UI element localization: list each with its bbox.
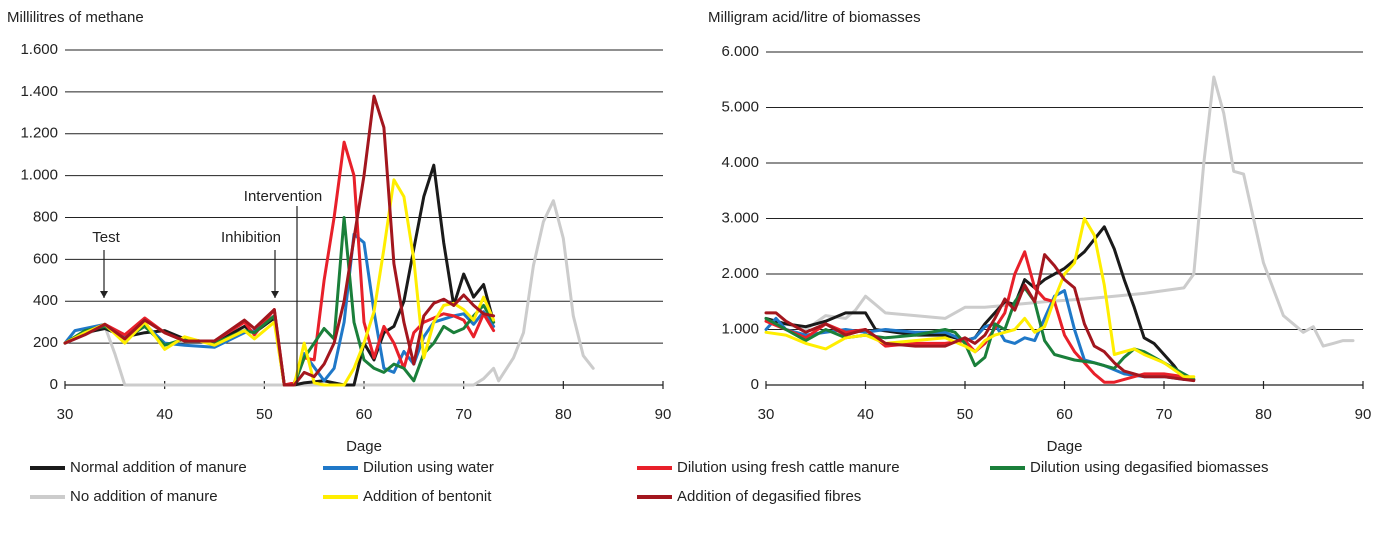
chart-title: Millilitres of methane [7,9,144,26]
x-tick-label: 60 [356,406,373,423]
legend-label: Addition of bentonit [363,488,492,505]
x-tick-label: 90 [655,406,672,423]
annotation: Test [92,229,120,246]
legend-item: Addition of bentonit [323,488,492,505]
x-tick-label: 40 [156,406,173,423]
y-tick-label: 400 [33,292,58,309]
legend-label: Dilution using degasified biomasses [1030,459,1268,476]
x-axis-label: Dage [1047,438,1083,455]
series-line [63,94,496,387]
legend-item: Dilution using fresh cattle manure [637,459,900,476]
y-tick-label: 200 [33,334,58,351]
y-tick-label: 0 [50,376,58,393]
legend-label: Normal addition of manure [70,459,247,476]
y-tick-label: 800 [33,208,58,225]
legend-label: Dilution using water [363,459,494,476]
y-tick-label: 1.000 [20,167,58,184]
y-tick-label: 1.600 [20,41,58,58]
x-tick-label: 60 [1056,406,1073,423]
legend-item: Addition of degasified fibres [637,488,861,505]
legend-label: Dilution using fresh cattle manure [677,459,900,476]
y-tick-label: 3.000 [721,209,759,226]
arrow-head [100,291,108,298]
x-tick-label: 70 [1156,406,1173,423]
x-tick-label: 40 [857,406,874,423]
x-tick-label: 30 [57,406,74,423]
x-tick-label: 50 [957,406,974,423]
x-tick-label: 80 [555,406,572,423]
series-line [764,217,1196,379]
x-tick-label: 90 [1355,406,1372,423]
x-tick-label: 30 [758,406,775,423]
arrow-head [271,291,279,298]
chart-title: Milligram acid/litre of biomasses [708,9,921,26]
y-tick-label: 1.200 [20,125,58,142]
legend-item: Normal addition of manure [30,459,247,476]
y-tick-label: 5.000 [721,98,759,115]
y-tick-label: 4.000 [721,154,759,171]
y-tick-label: 2.000 [721,265,759,282]
annotation: Intervention [244,188,322,205]
x-tick-label: 80 [1255,406,1272,423]
legend-item: Dilution using degasified biomasses [990,459,1268,476]
y-tick-label: 600 [33,250,58,267]
series-line [63,216,496,387]
y-tick-label: 0 [751,376,759,393]
series-line [764,225,1186,381]
x-tick-label: 70 [455,406,472,423]
legend-label: No addition of manure [70,488,218,505]
legend-label: Addition of degasified fibres [677,488,861,505]
y-tick-label: 1.400 [20,83,58,100]
annotation: Inhibition [221,229,281,246]
x-axis-label: Dage [346,438,382,455]
legend-item: Dilution using water [323,459,494,476]
series-line [764,253,1196,383]
y-tick-label: 1.000 [721,320,759,337]
series-line [764,75,1355,348]
legend-item: No addition of manure [30,488,218,505]
series-line [63,199,595,387]
y-tick-label: 6.000 [721,43,759,60]
series-line [63,178,496,387]
x-tick-label: 50 [256,406,273,423]
